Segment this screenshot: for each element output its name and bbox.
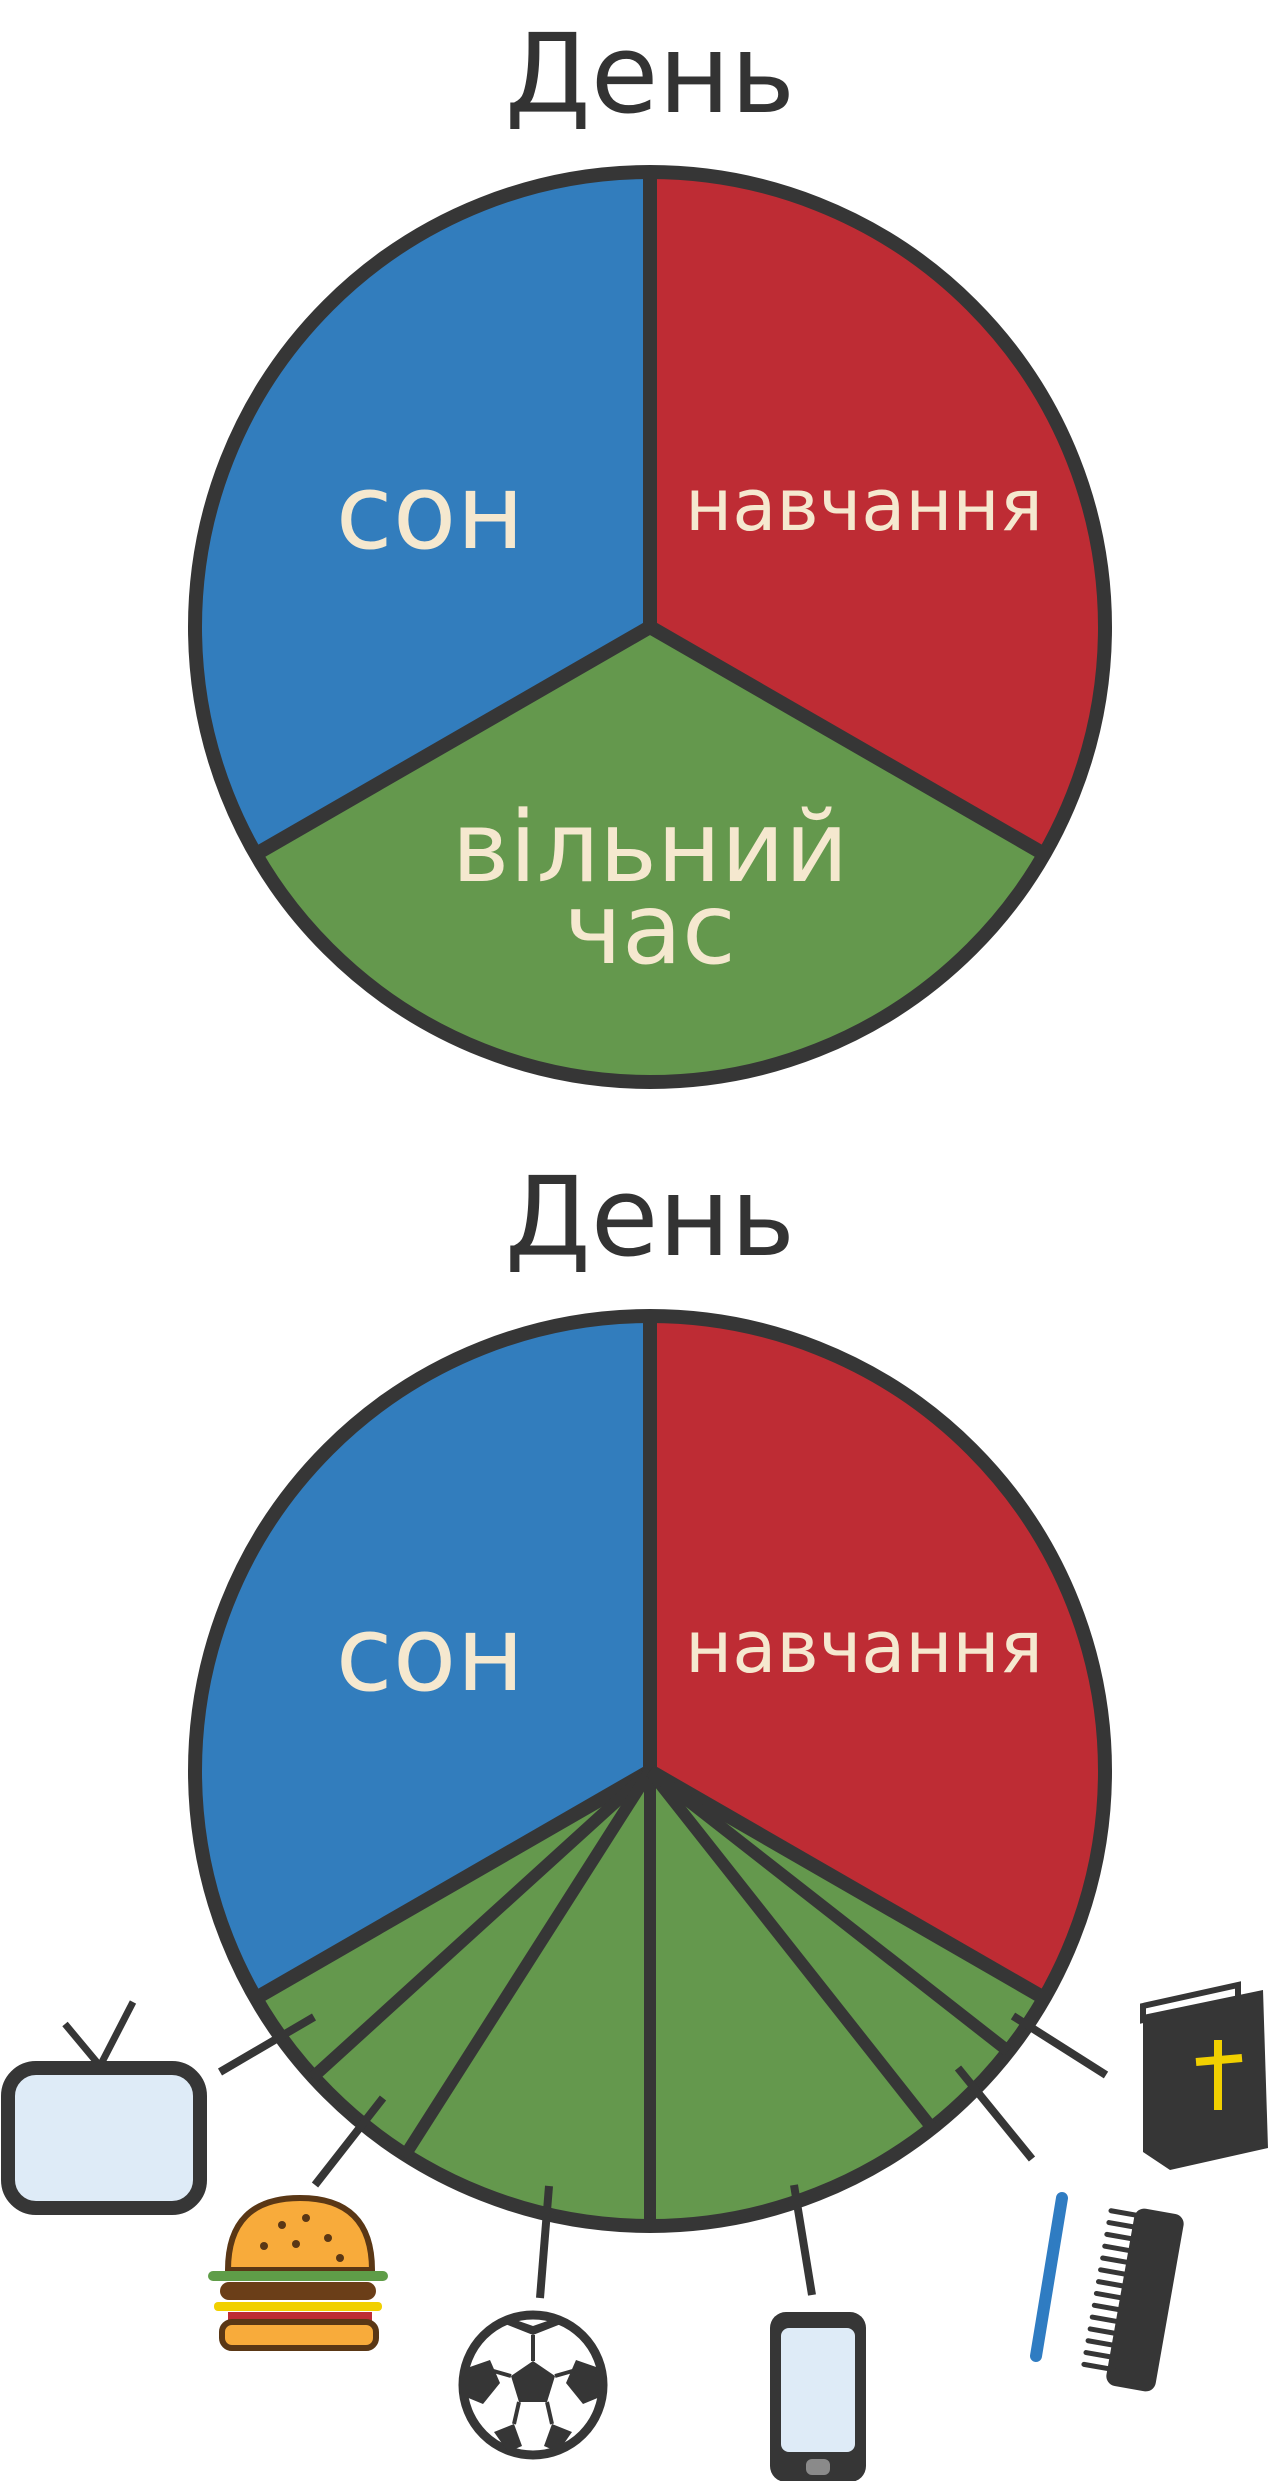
soccer-ball-icon xyxy=(458,2310,608,2460)
sleep-label: сон xyxy=(336,451,525,573)
sleep-segment xyxy=(195,1316,650,1998)
diagram-2-title: День xyxy=(505,1153,795,1281)
diagram-1-title: День xyxy=(505,10,795,138)
pointer-line xyxy=(536,2185,553,2299)
pointer-line xyxy=(311,2095,387,2188)
burger-icon xyxy=(208,2194,388,2351)
divider-line xyxy=(646,1764,1048,2005)
diagram-1-pie xyxy=(188,165,1112,1089)
subdivision-line xyxy=(398,1767,656,2161)
subdivision-line xyxy=(646,1766,1012,2056)
diagram-2-pie xyxy=(188,1309,1112,2233)
phone-icon xyxy=(770,2312,866,2481)
pointer-line xyxy=(217,2013,317,2076)
pointer-line xyxy=(790,2184,816,2296)
study-label: навчання xyxy=(685,1605,1043,1689)
icon-pointers xyxy=(217,2012,1109,2299)
subdivision-line xyxy=(645,1767,937,2132)
study-segment xyxy=(650,172,1105,854)
free-time-label-line2: час xyxy=(564,873,736,987)
bible-icon xyxy=(1140,1981,1268,2170)
diagram-2: День сон навчання xyxy=(1,1153,1268,2481)
tv-icon xyxy=(1,2000,207,2215)
sleep-label: сон xyxy=(336,1593,525,1715)
divider-line xyxy=(252,1764,654,2005)
toothbrush-comb-icon xyxy=(1030,2192,1184,2392)
pointer-line xyxy=(954,2065,1036,2162)
divider-line xyxy=(646,620,1048,861)
diagram-1: День сон навчання вільний час xyxy=(188,10,1112,1089)
pointer-line xyxy=(1010,2012,1109,2079)
sleep-segment xyxy=(195,172,650,854)
subdivision-line xyxy=(307,1766,655,2083)
free-time-label-line1: вільний xyxy=(452,791,849,905)
study-label: навчання xyxy=(685,463,1043,547)
study-segment xyxy=(650,1316,1105,1998)
divider-line xyxy=(252,620,654,861)
